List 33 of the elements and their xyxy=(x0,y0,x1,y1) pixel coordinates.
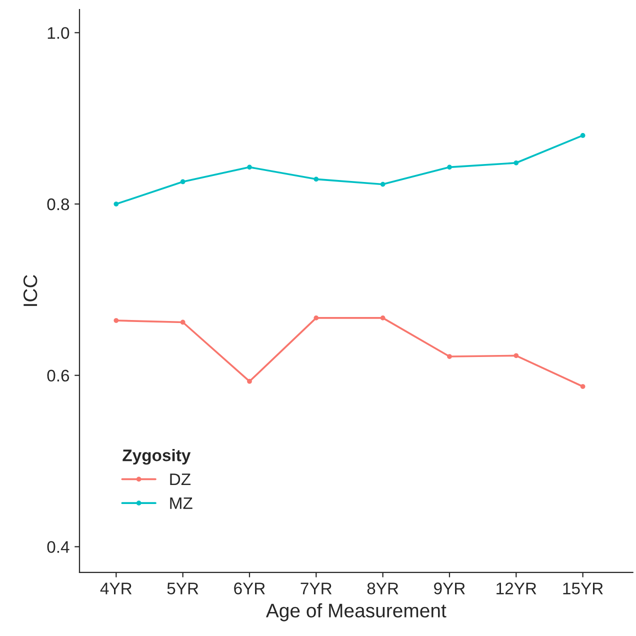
point xyxy=(580,384,586,389)
x-tick-label: 4YR xyxy=(100,582,132,594)
point xyxy=(314,176,319,182)
point xyxy=(114,318,119,323)
x-tick-label: 12YR xyxy=(496,582,536,594)
point xyxy=(514,353,519,358)
point xyxy=(447,354,452,359)
y-tick-label: 0.8 xyxy=(47,198,70,210)
y-axis-title: ICC xyxy=(23,274,38,306)
x-tick-label: 6YR xyxy=(234,582,265,594)
point xyxy=(380,316,386,320)
x-tick-label: 8YR xyxy=(367,582,398,594)
x-axis-title: Age of Measurement xyxy=(266,603,446,622)
point xyxy=(380,182,386,187)
legend-title: Zygosity xyxy=(122,449,191,465)
x-tick-label: 7YR xyxy=(300,582,332,594)
point xyxy=(180,179,186,184)
x-tick-label: 15YR xyxy=(563,582,603,594)
point xyxy=(514,160,519,166)
legend-label: DZ xyxy=(170,474,191,486)
y-tick-label: 1.0 xyxy=(48,27,70,39)
point xyxy=(314,316,319,320)
point xyxy=(180,320,186,325)
y-tick-label: 0.4 xyxy=(47,541,70,553)
point xyxy=(447,164,452,170)
point xyxy=(247,378,252,384)
y-tick-label: 0.6 xyxy=(47,370,70,382)
point xyxy=(247,164,252,170)
point xyxy=(114,202,119,206)
x-tick-label: 9YR xyxy=(434,582,465,594)
x-tick-label: 5YR xyxy=(167,582,198,594)
point xyxy=(580,133,586,138)
legend-label: MZ xyxy=(170,497,192,509)
